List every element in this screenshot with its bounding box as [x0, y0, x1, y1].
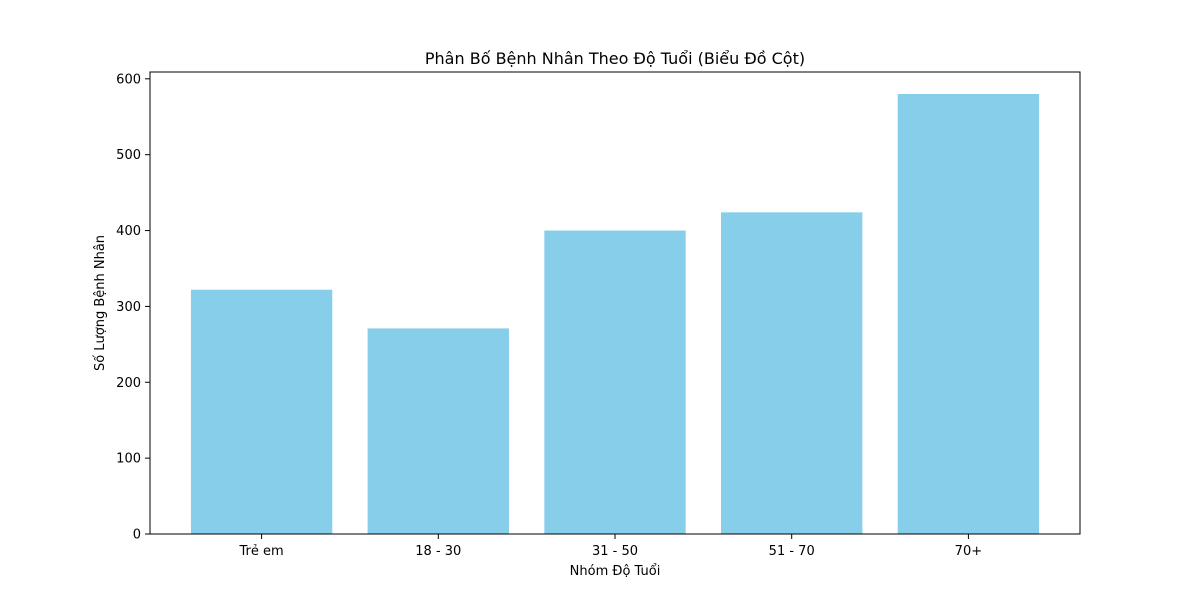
chart-title: Phân Bố Bệnh Nhân Theo Độ Tuổi (Biểu Đồ …	[425, 49, 805, 68]
x-axis-label: Nhóm Độ Tuổi	[570, 564, 661, 579]
y-tick-label: 100	[116, 452, 141, 467]
y-tick-label: 500	[116, 148, 141, 163]
bar	[897, 94, 1040, 534]
x-tick-label: 18 - 30	[415, 544, 461, 559]
y-tick-label: 0	[133, 528, 141, 543]
bar	[190, 289, 333, 534]
x-tick-label: 70+	[955, 544, 982, 559]
y-tick-label: 400	[116, 224, 141, 239]
bar	[367, 328, 509, 534]
x-tick-label: 31 - 50	[592, 544, 638, 559]
x-axis: Trẻ em 18 - 30 31 - 50 51 - 70 70+	[239, 534, 982, 559]
y-tick-label: 200	[116, 376, 141, 391]
y-axis-label: Số Lượng Bệnh Nhân	[93, 235, 108, 371]
x-tick-label: Trẻ em	[239, 544, 284, 559]
bars-group	[190, 94, 1040, 535]
x-tick-label: 51 - 70	[769, 544, 815, 559]
y-tick-label: 300	[116, 300, 141, 315]
bar	[544, 230, 686, 535]
y-axis: 0 100 200 300 400 500 600	[116, 72, 150, 543]
bar	[721, 212, 863, 534]
y-tick-label: 600	[116, 72, 141, 87]
